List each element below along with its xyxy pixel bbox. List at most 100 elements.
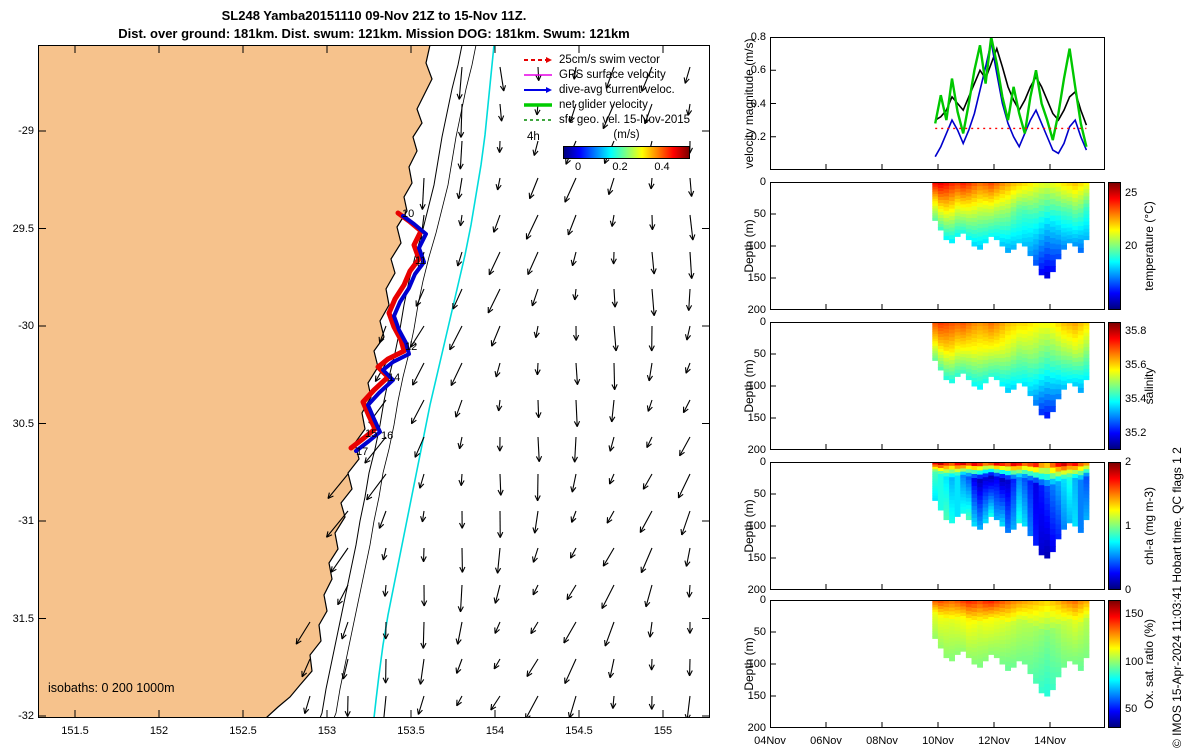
depth-ytick-label: 50: [753, 488, 766, 500]
credit-text: © IMOS 15-Apr-2024 11:03:41 Hobart time.…: [1170, 447, 1184, 748]
colorbar-tick-label: 35.8: [1125, 324, 1147, 337]
depth-ytick-label: 100: [747, 520, 766, 532]
map-xtick-label: 153.5: [397, 725, 425, 737]
legend-label: sfc geo. vel. 15-Nov-2015: [559, 113, 691, 126]
land-mass: [38, 45, 432, 718]
salinity-section-chart: [769, 321, 1105, 451]
depth-ytick-label: 0: [759, 594, 766, 606]
salinity-section-canvas: [769, 321, 1105, 451]
current-quiver: [295, 66, 696, 724]
colorbar-tick-label: 100: [1125, 655, 1144, 668]
waypoint-label: 15: [365, 428, 377, 440]
colorbar-tick-label: 0: [1125, 584, 1132, 596]
map-xtick-label: 152: [149, 725, 169, 737]
depth-ytick-label: 0: [759, 176, 766, 188]
map-ytick-label: 30.5: [12, 417, 34, 430]
map-colorbar-label: (m/s): [613, 129, 640, 141]
depth-ytick-label: 200: [747, 722, 766, 734]
map-ytick-label: -29: [18, 125, 34, 137]
colorbar-tick-label: 35.4: [1125, 392, 1147, 405]
map-xtick-label: 154.5: [565, 725, 593, 737]
velocity-series: [934, 36, 1088, 148]
map-velocity-colorbar: [563, 146, 690, 159]
oxygen-section-canvas: [769, 599, 1105, 729]
depth-ytick-label: 150: [747, 412, 766, 424]
map-xtick-label: 151.5: [61, 725, 89, 737]
time-xtick-label: 04Nov: [754, 735, 786, 747]
depth-ytick-label: 100: [747, 240, 766, 252]
time-tick-legend: 4h: [527, 131, 540, 143]
gps-velocity-swatch-icon: [524, 73, 552, 76]
legend-item-dive-avg-current: dive-avg current veloc.: [523, 82, 690, 97]
chlorophyll-section-chart: [769, 461, 1105, 591]
glider-track-dive-avg: [354, 214, 428, 453]
map-colorbar-tick: 0.2: [612, 161, 628, 173]
velocity-ytick-label: 0.6: [750, 64, 766, 77]
colorbar-tick-label: 150: [1125, 608, 1144, 621]
legend-item-gps-velocity: GPS surface velocity: [523, 67, 690, 82]
colorbar-tick-label: 25: [1125, 186, 1138, 199]
depth-ytick-label: 50: [753, 208, 766, 220]
depth-ytick-label: 150: [747, 272, 766, 284]
legend-label: 25cm/s swim vector: [559, 53, 660, 66]
sfc-geo-velocity-swatch-icon: [524, 118, 552, 121]
map-colorbar-tick: 0: [574, 161, 582, 173]
depth-ytick-label: 150: [747, 690, 766, 702]
colorbar-tick-label: 35.2: [1125, 426, 1147, 439]
velocity-chart: [769, 36, 1105, 170]
temperature-section-chart: [769, 181, 1105, 311]
map-frame: [38, 45, 710, 718]
depth-ytick-label: 100: [747, 380, 766, 392]
oxygen-colorbar: [1108, 600, 1121, 728]
map-ytick-label: -30: [18, 320, 34, 332]
depth-ytick-label: 200: [747, 444, 766, 456]
colorbar-tick-label: 50: [1125, 703, 1138, 716]
colorbar-tick-label: 1: [1125, 520, 1132, 532]
map-xtick-label: 153: [317, 725, 337, 737]
legend-item-net-glider-velocity: net glider velocity: [523, 97, 690, 112]
colorbar-tick-label: 2: [1125, 456, 1132, 468]
time-xtick-label: 10Nov: [922, 735, 954, 747]
velocity-chart-canvas: [769, 36, 1105, 170]
waypoint-label: 12: [405, 341, 417, 353]
time-xtick-label: 06Nov: [810, 735, 842, 747]
depth-ytick-label: 0: [759, 456, 766, 468]
isobaths-note: isobaths: 0 200 1000m: [48, 681, 175, 695]
waypoint-label: 11: [415, 255, 426, 267]
glider-track-gps: [348, 210, 424, 451]
waypoint-label: 10: [402, 208, 414, 220]
time-xtick-label: 08Nov: [866, 735, 898, 747]
waypoint-label: 14: [388, 372, 400, 384]
legend-label: GPS surface velocity: [559, 68, 666, 81]
salinity-colorbar: [1108, 322, 1121, 450]
map-xtick-label: 152.5: [229, 725, 257, 737]
coastline: [265, 44, 433, 719]
colorbar-tick-label: 20: [1125, 240, 1138, 252]
waypoint-label: 16: [381, 430, 393, 442]
isobath-200m: [319, 44, 463, 719]
oxygen-section-chart: [769, 599, 1105, 729]
map-ytick-label: 29.5: [12, 222, 34, 235]
isobath-1000m: [373, 44, 495, 719]
velocity-series: [934, 46, 1088, 126]
temperature-colorbar: [1108, 182, 1121, 310]
map-canvas: 10 11 12 14 15 16 17: [38, 44, 710, 724]
map-legend: 25cm/s swim vector GPS surface velocity …: [523, 52, 690, 127]
legend-item-sfc-geo-velocity: sfc geo. vel. 15-Nov-2015: [523, 112, 690, 127]
legend-label: net glider velocity: [559, 98, 648, 111]
velocity-series: [934, 41, 1088, 158]
colorbar-tick-label: 35.6: [1125, 358, 1147, 371]
dive-avg-current-swatch-icon: [524, 86, 552, 93]
depth-ytick-label: 50: [753, 626, 766, 638]
map-xtick-label: 154: [485, 725, 505, 737]
time-xtick-label: 12Nov: [978, 735, 1010, 747]
temperature-section-canvas: [769, 181, 1105, 311]
map-ytick-label: 31.5: [12, 612, 34, 625]
legend-item-swim-vector: 25cm/s swim vector: [523, 52, 690, 67]
chlorophyll-section-canvas: [769, 461, 1105, 591]
map-colorbar-tick: 0.4: [654, 161, 670, 173]
velocity-ytick-label: 0.8: [750, 31, 766, 43]
isobath-200m-b: [333, 44, 477, 719]
map-ytick-label: -31: [18, 515, 34, 527]
map-title: SL248 Yamba20151110 09-Nov 21Z to 15-Nov…: [221, 8, 527, 23]
